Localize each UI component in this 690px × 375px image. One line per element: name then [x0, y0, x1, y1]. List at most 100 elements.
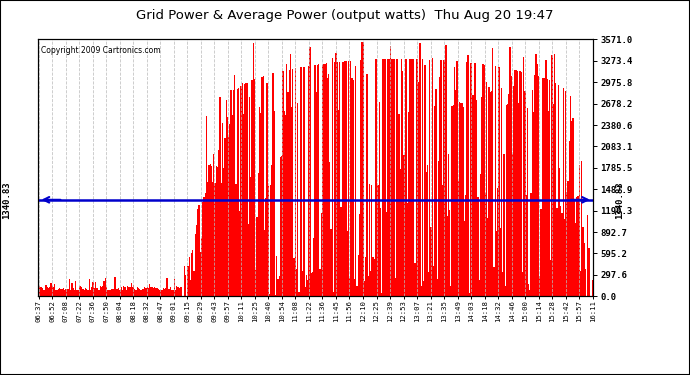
Bar	[571, 121, 573, 296]
Bar	[232, 116, 233, 296]
Bar	[404, 59, 406, 296]
Bar	[297, 103, 298, 296]
Bar	[313, 238, 315, 296]
Bar	[265, 198, 266, 296]
Bar	[504, 286, 506, 296]
Bar	[223, 168, 224, 296]
Bar	[444, 60, 445, 296]
Bar	[337, 62, 338, 296]
Bar	[556, 208, 558, 296]
Bar	[141, 289, 143, 296]
Bar	[301, 67, 302, 296]
Bar	[284, 111, 285, 296]
Bar	[108, 290, 110, 296]
Text: Grid Power & Average Power (output watts)  Thu Aug 20 19:47: Grid Power & Average Power (output watts…	[136, 9, 554, 22]
Bar	[81, 287, 82, 296]
Bar	[431, 227, 432, 296]
Bar	[270, 184, 271, 296]
Bar	[122, 290, 123, 296]
Bar	[139, 289, 140, 296]
Bar	[327, 78, 328, 296]
Bar	[534, 75, 535, 296]
Bar	[570, 96, 571, 296]
Bar	[181, 287, 182, 296]
Bar	[269, 294, 270, 296]
Bar	[532, 90, 533, 296]
Bar	[438, 160, 439, 296]
Bar	[456, 62, 457, 296]
Bar	[324, 64, 326, 296]
Bar	[146, 286, 148, 296]
Bar	[86, 289, 88, 296]
Bar	[61, 289, 63, 296]
Bar	[535, 54, 537, 296]
Bar	[107, 290, 108, 296]
Bar	[507, 104, 509, 296]
Bar	[443, 60, 444, 296]
Bar	[152, 288, 154, 296]
Text: 1340.83: 1340.83	[615, 181, 624, 219]
Bar	[219, 97, 221, 296]
Bar	[201, 238, 202, 296]
Bar	[137, 287, 138, 296]
Bar	[47, 287, 48, 296]
Bar	[386, 212, 387, 296]
Bar	[423, 281, 424, 296]
Bar	[257, 173, 259, 296]
Bar	[379, 102, 380, 296]
Bar	[392, 59, 393, 296]
Bar	[266, 83, 268, 296]
Bar	[575, 222, 576, 296]
Bar	[128, 287, 129, 296]
Bar	[92, 282, 94, 296]
Bar	[406, 59, 407, 296]
Bar	[578, 196, 579, 296]
Bar	[328, 74, 329, 296]
Bar	[558, 84, 559, 296]
Bar	[210, 166, 212, 296]
Bar	[64, 290, 65, 296]
Bar	[411, 59, 412, 296]
Bar	[180, 287, 181, 296]
Bar	[495, 66, 496, 296]
Bar	[208, 165, 210, 296]
Bar	[526, 108, 528, 296]
Bar	[104, 280, 105, 296]
Bar	[584, 269, 586, 296]
Bar	[119, 290, 121, 296]
Bar	[381, 293, 382, 296]
Bar	[473, 63, 475, 296]
Bar	[113, 290, 115, 296]
Bar	[373, 257, 374, 296]
Bar	[154, 287, 155, 296]
Bar	[340, 207, 342, 296]
Bar	[321, 213, 322, 296]
Bar	[334, 62, 335, 296]
Bar	[253, 43, 254, 296]
Bar	[70, 290, 71, 296]
Bar	[132, 287, 133, 296]
Bar	[233, 90, 234, 296]
Bar	[382, 59, 384, 296]
Bar	[319, 269, 321, 296]
Bar	[589, 248, 590, 296]
Bar	[503, 153, 504, 296]
Bar	[368, 184, 370, 296]
Bar	[249, 97, 250, 296]
Bar	[197, 209, 199, 296]
Bar	[384, 59, 385, 296]
Bar	[215, 183, 216, 296]
Bar	[72, 288, 74, 296]
Bar	[377, 185, 379, 296]
Bar	[485, 193, 486, 296]
Bar	[329, 162, 331, 296]
Bar	[277, 279, 279, 296]
Bar	[479, 280, 480, 296]
Bar	[429, 60, 431, 296]
Bar	[274, 111, 275, 296]
Bar	[282, 71, 284, 296]
Bar	[433, 266, 434, 296]
Bar	[484, 64, 485, 296]
Bar	[432, 58, 433, 296]
Bar	[565, 91, 566, 296]
